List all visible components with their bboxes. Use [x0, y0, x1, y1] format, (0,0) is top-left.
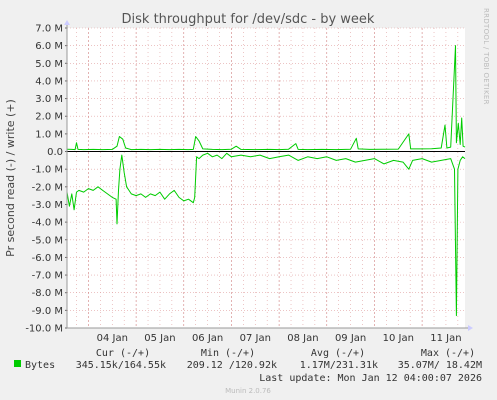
y-tick-label: 1.0 M [35, 129, 63, 140]
x-tick-label: 11 Jan [430, 333, 461, 344]
y-tick-label: -5.0 M [32, 235, 63, 246]
y-tick-label: -7.0 M [32, 271, 63, 282]
y-tick-label: 7.0 M [35, 24, 63, 35]
y-axis-arrow [64, 20, 70, 25]
y-tick-label: -1.0 M [32, 165, 63, 176]
legend-swatch [14, 360, 21, 367]
y-tick-label: 0.0 [47, 147, 63, 158]
y-tick-label: -4.0 M [32, 218, 63, 229]
series-group [66, 45, 466, 317]
y-tick-label: -10.0 M [25, 324, 63, 335]
y-tick-label: -9.0 M [32, 306, 63, 317]
legend-row-min: 209.12 /120.92k [187, 360, 277, 371]
munin-version: Munin 2.0.76 [225, 387, 271, 395]
legend-header-max: Max (-/+) [421, 348, 475, 359]
y-axis-label: Pr second read (-) / write (+) [4, 99, 17, 257]
x-axis-arrow [468, 325, 473, 331]
y-tick-label: 2.0 M [35, 112, 63, 123]
last-update: Last update: Mon Jan 12 04:00:07 2026 [259, 373, 482, 384]
legend-row-cur: 345.15k/164.55k [76, 360, 166, 371]
x-tick-label: 08 Jan [287, 333, 318, 344]
x-tick-label: 07 Jan [240, 333, 271, 344]
y-tick-label: 6.0 M [35, 41, 63, 52]
y-tick-label: 5.0 M [35, 59, 63, 70]
y-tick-label: -3.0 M [32, 200, 63, 211]
axes [64, 20, 473, 331]
y-tick-label: 4.0 M [35, 76, 63, 87]
rrdtool-credit: RRDTOOL / TOBI OETIKER [482, 8, 490, 105]
x-tick-label: 06 Jan [192, 333, 223, 344]
x-axis-ticks: 04 Jan 05 Jan 06 Jan 07 Jan 08 Jan 09 Jan 10 J… [97, 333, 462, 344]
series-line [66, 152, 466, 317]
x-tick-label: 10 Jan [383, 333, 414, 344]
legend-header-avg: Avg (-/+) [311, 348, 365, 359]
legend-row-name: Bytes [25, 360, 55, 371]
series-line [66, 45, 466, 151]
plot-area [67, 28, 465, 328]
y-tick-label: -8.0 M [32, 288, 63, 299]
y-axis-ticks: 7.0 M 6.0 M 5.0 M 4.0 M 3.0 M 2.0 M 1.0 M 0.0 -1… [25, 24, 67, 335]
legend-row-avg: 1.17M/231.31k [300, 360, 378, 371]
chart-title: Disk throughput for /dev/sdc - by week [122, 12, 375, 27]
y-tick-label: -6.0 M [32, 253, 63, 264]
legend-row-max: 35.07M/ 18.42M [398, 360, 482, 371]
x-tick-label: 05 Jan [144, 333, 175, 344]
legend-header-min: Min (-/+) [201, 348, 255, 359]
x-tick-label: 04 Jan [97, 333, 128, 344]
legend-header-cur: Cur (-/+) [96, 348, 150, 359]
y-tick-label: -2.0 M [32, 182, 63, 193]
x-tick-label: 09 Jan [335, 333, 366, 344]
y-tick-label: 3.0 M [35, 94, 63, 105]
